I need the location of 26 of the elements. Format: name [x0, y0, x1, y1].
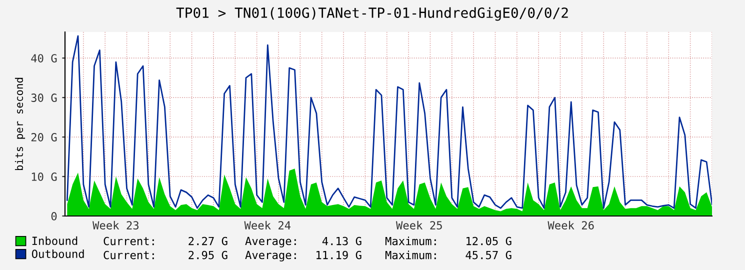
- y-tick-label: 10 G: [32, 172, 57, 181]
- y-tick-label: 20 G: [31, 133, 57, 142]
- x-tick-label: Week 24: [244, 220, 291, 230]
- y-axis-title: bits per second: [14, 78, 26, 170]
- legend-label: Outbound: [32, 249, 84, 258]
- chart-title: TP01 > TN01(100G)TANet-TP-01-HundredGigE0/0/0/2: [176, 7, 568, 21]
- text: Average:: [245, 250, 296, 262]
- x-tick-label: Week 26: [548, 220, 594, 230]
- y-tick-label: 0: [51, 212, 57, 220]
- text: 2.27 G: [188, 236, 228, 246]
- text: Maximum:: [385, 236, 436, 246]
- line-series: [66, 35, 712, 209]
- text: Maximum:: [385, 250, 436, 260]
- text: 45.57 G: [466, 250, 512, 260]
- text: 12.05 G: [466, 236, 512, 246]
- text: 4.13 G: [322, 236, 362, 246]
- text: Average:: [245, 236, 296, 248]
- text: 2.95 G: [188, 250, 228, 260]
- text: Current:: [104, 236, 154, 246]
- text: 11.19 G: [316, 250, 362, 260]
- y-tick-label: 30 G: [31, 94, 57, 102]
- text: Current:: [104, 250, 154, 260]
- y-tick-label: 40 G: [31, 54, 57, 62]
- legend-label: Inbound: [32, 236, 78, 246]
- x-tick-label: Week 23: [92, 220, 139, 230]
- x-tick-label: Week 25: [396, 220, 442, 230]
